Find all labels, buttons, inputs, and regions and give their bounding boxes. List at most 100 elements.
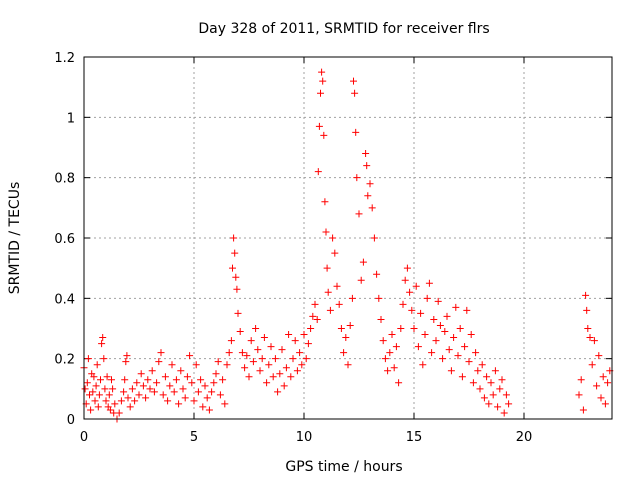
data-point <box>121 376 129 384</box>
data-point <box>197 376 205 384</box>
data-point <box>102 397 110 405</box>
data-point <box>186 352 194 360</box>
data-point <box>395 379 403 387</box>
data-point <box>452 303 460 311</box>
data-point <box>296 349 304 357</box>
data-point <box>335 300 343 308</box>
data-point <box>329 234 337 242</box>
data-point <box>89 388 97 396</box>
data-point <box>311 300 319 308</box>
data-point <box>386 349 394 357</box>
data-point <box>155 358 163 366</box>
data-point <box>241 364 249 372</box>
data-point <box>291 337 299 345</box>
data-point <box>131 397 139 405</box>
data-point <box>203 394 211 402</box>
data-point <box>410 325 418 332</box>
data-point <box>146 385 154 393</box>
data-point <box>313 315 321 323</box>
data-point <box>377 315 385 323</box>
data-point <box>142 394 150 402</box>
data-point <box>307 325 315 332</box>
data-point <box>588 361 596 369</box>
data-point <box>392 343 400 351</box>
data-point <box>321 198 329 206</box>
plot-frame <box>83 56 613 420</box>
data-point <box>109 385 117 393</box>
data-point <box>256 367 264 375</box>
data-point <box>314 168 322 176</box>
data-point <box>148 367 156 375</box>
y-tick-label: 1 <box>67 111 75 126</box>
data-point <box>403 264 411 272</box>
data-point <box>586 334 594 342</box>
data-point <box>575 391 583 399</box>
data-point <box>324 288 332 296</box>
data-point <box>139 382 147 390</box>
data-point <box>161 373 169 381</box>
data-point <box>245 373 253 381</box>
data-point <box>135 391 143 399</box>
data-point <box>366 180 374 188</box>
data-point <box>100 355 108 363</box>
data-point <box>590 337 598 345</box>
y-tick-label: 0.4 <box>54 292 75 307</box>
data-point <box>168 361 176 369</box>
data-point <box>500 409 508 417</box>
data-point <box>359 258 367 266</box>
data-point <box>384 367 392 375</box>
data-point <box>487 379 495 387</box>
data-point <box>577 376 585 384</box>
data-point <box>434 297 442 305</box>
data-point <box>115 409 123 417</box>
data-point <box>351 89 359 97</box>
data-point <box>454 352 462 360</box>
data-point <box>86 391 93 399</box>
data-point <box>175 400 183 408</box>
data-point <box>469 379 477 387</box>
data-point <box>485 400 493 408</box>
x-tick-label: 15 <box>406 430 423 445</box>
data-point <box>106 406 114 414</box>
data-point <box>340 349 348 357</box>
data-point <box>183 373 191 381</box>
data-point <box>280 382 288 390</box>
data-point <box>337 325 345 332</box>
data-point <box>212 370 220 378</box>
x-tick-label: 10 <box>296 430 313 445</box>
data-point <box>353 174 361 182</box>
data-point <box>322 228 330 236</box>
data-point <box>439 355 447 363</box>
data-point <box>373 270 381 278</box>
y-tick-label: 0.8 <box>54 172 75 187</box>
data-point <box>478 361 486 369</box>
data-point <box>595 352 603 360</box>
data-point <box>357 276 365 284</box>
data-point <box>249 358 257 366</box>
data-point <box>153 379 161 387</box>
data-point <box>450 334 458 342</box>
data-point <box>278 346 286 354</box>
data-point <box>282 364 290 372</box>
data-point <box>309 312 317 320</box>
data-point <box>326 306 334 314</box>
data-point <box>83 379 91 387</box>
data-point <box>92 382 100 390</box>
data-point <box>423 294 431 302</box>
data-point <box>465 358 473 366</box>
x-tick-labels: 0 5 10 15 20 <box>80 430 532 445</box>
data-point <box>412 282 420 290</box>
data-point <box>99 334 107 342</box>
data-point <box>350 77 357 85</box>
data-point <box>210 379 218 387</box>
data-point <box>289 355 297 363</box>
data-point <box>317 89 324 97</box>
data-point <box>236 328 244 336</box>
data-point <box>472 349 480 357</box>
data-point <box>190 397 198 405</box>
data-point <box>164 397 172 405</box>
data-point <box>192 361 200 369</box>
data-point <box>108 376 115 384</box>
data-point <box>323 264 331 272</box>
data-point <box>205 406 213 414</box>
